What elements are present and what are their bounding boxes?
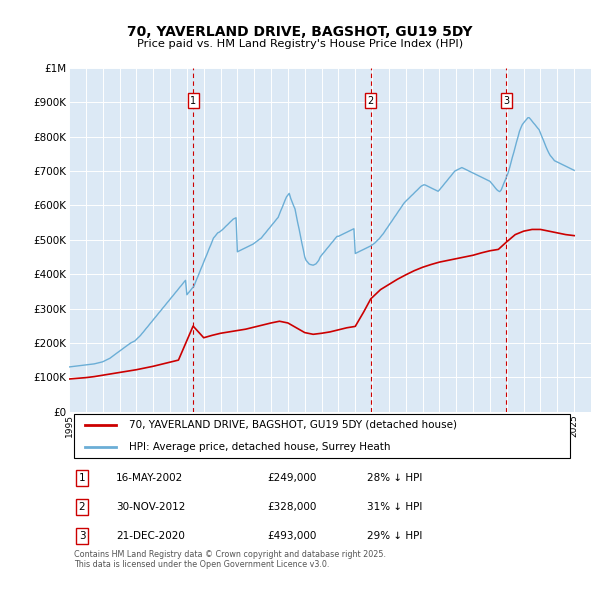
- Text: 28% ↓ HPI: 28% ↓ HPI: [367, 473, 422, 483]
- Text: 1: 1: [79, 473, 85, 483]
- Text: 2: 2: [79, 502, 85, 512]
- Text: Contains HM Land Registry data © Crown copyright and database right 2025.
This d: Contains HM Land Registry data © Crown c…: [74, 550, 386, 569]
- Text: 31% ↓ HPI: 31% ↓ HPI: [367, 502, 422, 512]
- Text: 3: 3: [79, 531, 85, 541]
- Text: 21-DEC-2020: 21-DEC-2020: [116, 531, 185, 541]
- Text: Price paid vs. HM Land Registry's House Price Index (HPI): Price paid vs. HM Land Registry's House …: [137, 39, 463, 49]
- Text: 1: 1: [190, 96, 196, 106]
- Text: 30-NOV-2012: 30-NOV-2012: [116, 502, 185, 512]
- Text: 29% ↓ HPI: 29% ↓ HPI: [367, 531, 422, 541]
- Text: 3: 3: [503, 96, 509, 106]
- Text: HPI: Average price, detached house, Surrey Heath: HPI: Average price, detached house, Surr…: [129, 442, 391, 452]
- Text: £328,000: £328,000: [268, 502, 317, 512]
- Text: 70, YAVERLAND DRIVE, BAGSHOT, GU19 5DY: 70, YAVERLAND DRIVE, BAGSHOT, GU19 5DY: [127, 25, 473, 40]
- Text: £249,000: £249,000: [268, 473, 317, 483]
- Text: £493,000: £493,000: [268, 531, 317, 541]
- Text: 70, YAVERLAND DRIVE, BAGSHOT, GU19 5DY (detached house): 70, YAVERLAND DRIVE, BAGSHOT, GU19 5DY (…: [129, 419, 457, 430]
- Text: 16-MAY-2002: 16-MAY-2002: [116, 473, 183, 483]
- Text: 2: 2: [368, 96, 374, 106]
- FancyBboxPatch shape: [74, 414, 570, 458]
